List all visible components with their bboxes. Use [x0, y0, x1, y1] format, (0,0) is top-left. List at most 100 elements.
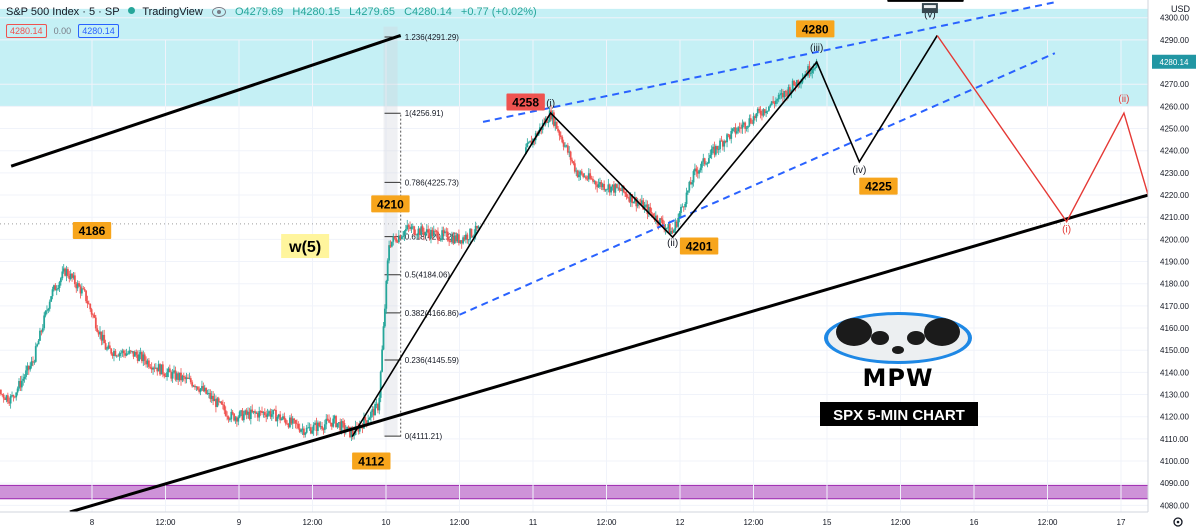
- candle-body: [527, 142, 530, 144]
- candle-body: [473, 234, 476, 237]
- candle-body: [206, 393, 209, 395]
- candle-body: [374, 404, 377, 416]
- candle-body: [471, 236, 474, 238]
- candle-body: [411, 226, 414, 228]
- candle-body: [791, 80, 794, 90]
- candle-body: [561, 137, 564, 143]
- candle-body: [36, 344, 39, 347]
- candle-body: [710, 148, 713, 155]
- candle-body: [293, 418, 296, 421]
- candle-body: [783, 91, 786, 98]
- symbol-name[interactable]: S&P 500 Index: [6, 6, 80, 18]
- x-tick-label: 12:00: [1037, 518, 1058, 527]
- eye-icon[interactable]: [211, 7, 226, 18]
- candle-body: [163, 373, 166, 376]
- candle-body: [724, 140, 727, 143]
- candle-body: [44, 311, 47, 316]
- candle-body: [305, 427, 308, 433]
- candle-body: [203, 387, 206, 392]
- zones: [0, 8, 1148, 500]
- currency-label[interactable]: USD: [1170, 4, 1190, 14]
- candle-body: [647, 207, 650, 215]
- logo-ear: [836, 318, 872, 346]
- candle-body: [615, 184, 618, 188]
- candle-body: [58, 282, 61, 288]
- candle-body: [379, 371, 382, 398]
- candle-body: [94, 317, 97, 329]
- candle-body: [156, 367, 159, 372]
- candle-body: [474, 225, 477, 235]
- candle-body: [685, 192, 688, 205]
- candle-body: [240, 410, 242, 412]
- candle-body: [40, 330, 43, 332]
- candle-body: [814, 67, 816, 69]
- candle-body: [624, 191, 626, 194]
- candle-body: [741, 124, 744, 129]
- candle-body: [455, 235, 458, 242]
- buy-price[interactable]: 4280.14: [78, 24, 119, 38]
- candle-body: [125, 353, 128, 356]
- candle-body: [170, 372, 173, 379]
- candle-body: [375, 403, 378, 405]
- candle-body: [41, 328, 44, 332]
- candle-body: [76, 283, 79, 289]
- candle-body: [27, 365, 30, 370]
- candle-body: [780, 93, 783, 95]
- candle-body: [438, 240, 441, 241]
- logo-ear: [924, 318, 960, 346]
- candle-body: [378, 397, 381, 411]
- candle-body: [617, 187, 620, 189]
- candle-body: [395, 238, 397, 242]
- candle-body: [749, 118, 752, 123]
- price-label-bg: [371, 195, 410, 213]
- y-tick-label: 4130.00: [1160, 391, 1189, 400]
- chart-title-bg: [820, 402, 978, 426]
- candle-body: [795, 80, 798, 87]
- candle-body: [809, 72, 812, 75]
- interval[interactable]: 5: [88, 6, 96, 18]
- y-tick-label: 4080.00: [1160, 501, 1189, 510]
- candle-body: [12, 395, 15, 397]
- ohlc-low: L4279.65: [349, 6, 396, 18]
- candle-body: [312, 424, 315, 431]
- ohlc-change: +0.77 (+0.02%): [460, 6, 537, 18]
- x-tick-label: 12:00: [449, 518, 470, 527]
- zone-supply: [0, 8, 1148, 107]
- candle-body: [582, 173, 585, 177]
- candle-body: [242, 414, 245, 421]
- candle-body: [417, 228, 420, 235]
- candle-body: [223, 404, 226, 411]
- price-label: 4258: [512, 95, 539, 109]
- sell-price[interactable]: 4280.14: [6, 24, 47, 38]
- candle-body: [346, 426, 349, 431]
- candle-body: [363, 417, 365, 429]
- candle-body: [421, 226, 424, 232]
- candle-body: [122, 350, 125, 354]
- candle-body: [93, 315, 96, 318]
- candle-body: [788, 87, 791, 94]
- candle-body: [141, 352, 143, 362]
- candle-body: [738, 127, 741, 129]
- candle-body: [188, 378, 191, 379]
- candle-body: [599, 182, 601, 185]
- candle-body: [663, 224, 666, 230]
- candle-body: [751, 122, 754, 124]
- candle-body: [199, 388, 202, 392]
- candle-body: [590, 178, 593, 180]
- fib-label: 0(4111.21): [405, 432, 443, 441]
- ohlc-high: H4280.15: [292, 6, 341, 18]
- candle-body: [332, 418, 335, 427]
- candle-body: [19, 381, 22, 388]
- candle-body: [276, 416, 279, 422]
- candle-body: [104, 343, 107, 350]
- candle-body: [208, 392, 210, 394]
- candle-body: [333, 416, 336, 419]
- candle-body: [270, 414, 273, 417]
- candle-body: [29, 365, 32, 370]
- candle-body: [462, 237, 465, 244]
- candle-body: [687, 190, 689, 193]
- candle-body: [434, 230, 437, 232]
- candle-body: [459, 240, 462, 244]
